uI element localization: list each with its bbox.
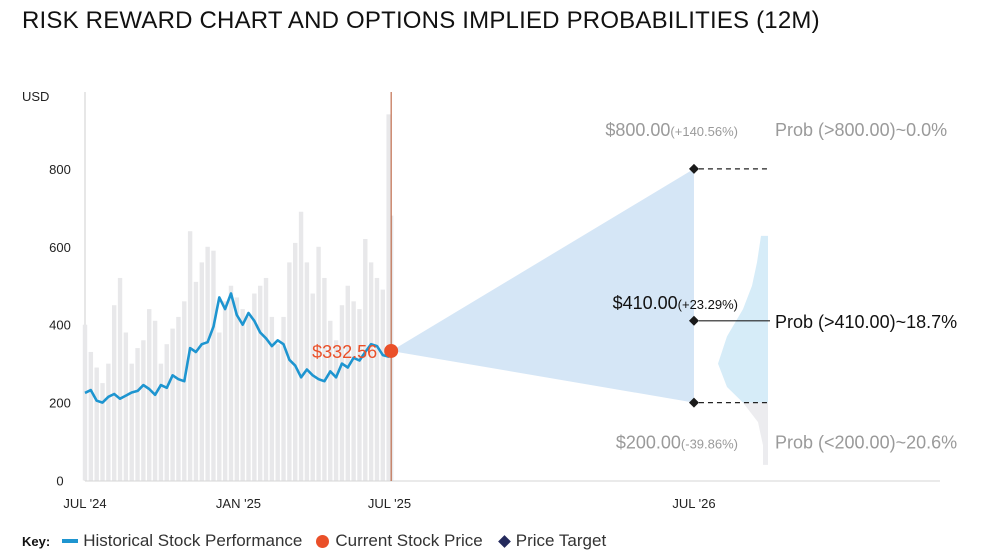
historical-price-line — [84, 292, 393, 404]
volume-bar — [345, 285, 350, 481]
volume-bar — [135, 348, 140, 481]
volume-bar — [205, 246, 210, 481]
price-target-2 — [688, 397, 770, 408]
price-target-label: $800.00(+140.56%) — [605, 120, 738, 140]
volume-bar — [100, 383, 105, 481]
volume-bar — [339, 305, 345, 481]
volume-bar — [386, 114, 391, 481]
key-current-price-label: Current Stock Price — [335, 531, 483, 550]
price-target-value: $410.00 — [613, 293, 678, 313]
distribution-upper-area — [718, 235, 768, 403]
volume-bar — [222, 301, 228, 481]
volume-bar — [158, 363, 164, 481]
price-target-change: (+140.56%) — [670, 124, 738, 139]
volume-bar — [187, 231, 193, 481]
volume-bar — [82, 324, 88, 481]
volume-bar — [182, 301, 187, 481]
volume-bar — [293, 242, 298, 481]
price-target-value: $200.00 — [616, 433, 681, 453]
volume-bar — [147, 309, 152, 481]
volume-bar — [217, 332, 222, 481]
risk-reward-chart: USD 0 200 400 600 800 JUL '24 JAN '25 JUL '25 JUL… — [22, 89, 957, 511]
volume-bar — [234, 297, 240, 481]
volume-bar — [263, 277, 269, 481]
volume-bar — [357, 309, 362, 481]
y-tick-label: 0 — [56, 474, 63, 489]
x-tick-label: JUL '25 — [368, 496, 411, 511]
volume-bar — [269, 316, 275, 481]
volume-bar — [211, 250, 216, 481]
chart-key: Key: Historical Stock Performance Curren… — [22, 529, 620, 553]
key-title: Key: — [22, 533, 51, 549]
price-target-label: $410.00(+23.29%) — [613, 293, 738, 313]
key-price-target-label: Price Target — [515, 531, 607, 550]
volume-bar — [281, 316, 286, 481]
distribution-lower-area — [743, 402, 768, 465]
price-target-label: $200.00(-39.86%) — [616, 433, 738, 453]
volume-bar — [310, 293, 315, 481]
key-historical-label: Historical Stock Performance — [83, 531, 303, 550]
volume-bar — [117, 277, 123, 481]
key-price-target: Price Target — [497, 531, 606, 551]
chart-title: RISK REWARD CHART AND OPTIONS IMPLIED PR… — [22, 7, 820, 34]
volume-bar — [141, 340, 146, 481]
key-current-price: Current Stock Price — [316, 531, 483, 551]
projection-cone — [391, 168, 694, 403]
volume-bar — [106, 363, 111, 481]
volume-bar — [257, 285, 263, 481]
y-tick-label: 600 — [49, 240, 71, 255]
volume-bar — [374, 277, 380, 481]
volume-bar — [368, 262, 374, 481]
price-target-0 — [688, 163, 770, 174]
volume-bar — [275, 344, 280, 481]
price-target-probability: Prob (<200.00)~20.6% — [775, 433, 957, 453]
volume-bar — [351, 301, 356, 481]
key-historical-performance: Historical Stock Performance — [62, 531, 302, 551]
price-target-1 — [688, 315, 770, 326]
current-price-label: $332.56 — [312, 342, 377, 362]
price-target-change: (-39.86%) — [681, 437, 738, 452]
volume-bar — [287, 262, 292, 481]
volume-bar — [380, 289, 386, 481]
price-target-diamond-icon — [688, 315, 699, 326]
current-price-dot — [384, 343, 399, 358]
volume-bar — [328, 320, 333, 481]
price-target-diamond-icon — [688, 397, 699, 408]
volume-bar — [94, 367, 99, 481]
diamond-swatch-icon — [497, 534, 511, 548]
price-target-change: (+23.29%) — [678, 297, 738, 312]
volume-bar — [240, 309, 245, 481]
volume-bar — [170, 328, 175, 481]
y-axis-unit-label: USD — [22, 89, 49, 104]
price-target-diamond-icon — [688, 163, 699, 174]
x-tick-label: JUL '24 — [63, 496, 106, 511]
volume-bar — [333, 340, 339, 481]
price-target-value: $800.00 — [605, 120, 670, 140]
volume-bar — [152, 320, 158, 481]
volume-bar — [176, 316, 181, 481]
price-target-probability: Prob (>410.00)~18.7% — [775, 312, 957, 332]
volume-bar — [298, 211, 304, 481]
dot-swatch-icon — [316, 534, 330, 548]
y-tick-label: 200 — [49, 396, 71, 411]
x-tick-label: JUL '26 — [672, 496, 715, 511]
volume-bar — [252, 293, 257, 481]
volume-bar — [129, 363, 134, 481]
volume-bar — [316, 246, 321, 481]
line-swatch-icon — [62, 539, 79, 543]
volume-bar — [363, 239, 368, 481]
x-tick-label: JAN '25 — [216, 496, 261, 511]
y-tick-label: 400 — [49, 318, 71, 333]
volume-bar — [164, 344, 169, 481]
volume-bar — [246, 316, 251, 481]
volume-bar — [199, 262, 204, 481]
volume-bar — [123, 332, 129, 481]
volume-bar — [88, 351, 94, 481]
volume-bar — [193, 281, 199, 481]
volume-bar — [228, 285, 234, 481]
price-target-probability: Prob (>800.00)~0.0% — [775, 120, 947, 140]
y-tick-label: 800 — [49, 162, 71, 177]
